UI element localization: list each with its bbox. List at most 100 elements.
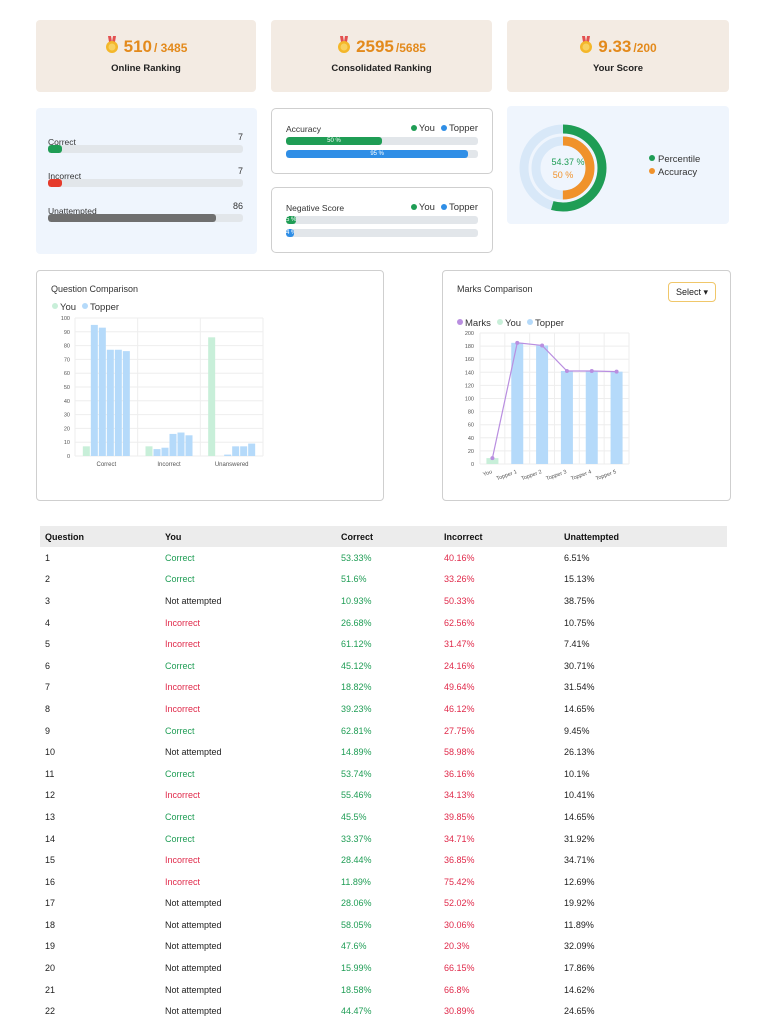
online-rank-value: 510 [123, 37, 152, 56]
table-cell: 31.54% [564, 682, 595, 693]
incorrect-label: Incorrect [48, 171, 82, 181]
table-cell: 45.5% [341, 811, 367, 822]
table-cell: Correct [165, 833, 195, 844]
table-cell: 24.16% [444, 660, 475, 671]
bar-topper [161, 447, 169, 456]
table-row: 16 Incorrect 11.89% 75.42% 12.69% [40, 871, 727, 893]
table-cell: 19 [45, 941, 56, 952]
table-cell: 34.71% [444, 833, 475, 844]
table-row: 15 Incorrect 28.44% 36.85% 34.71% [40, 849, 727, 871]
table-header: Question You Correct Incorrect Unattempted [40, 526, 727, 547]
score-label: Your Score [593, 63, 643, 74]
y-tick-label: 10 [64, 440, 70, 446]
incorrect-count: 7 [237, 166, 243, 176]
accuracy-ring [531, 136, 595, 200]
bar-topper [177, 432, 185, 456]
table-cell: Not attempted [165, 919, 222, 930]
table-cell: 34.71% [564, 855, 595, 866]
table-cell: 20 [45, 963, 56, 974]
medal-icon [105, 36, 119, 54]
table-cell: 36.16% [444, 768, 475, 779]
table-cell: 32.09% [564, 941, 595, 952]
table-row: 18 Not attempted 58.05% 30.06% 11.89% [40, 914, 727, 936]
table-cell: 49.64% [444, 682, 475, 693]
table-cell: 62.81% [341, 725, 372, 736]
table-cell: 44.47% [341, 1006, 372, 1017]
marks-comparison-chart: Marks You Topper 0 20 40 60 80 100 120 140 160 180 20… [457, 318, 630, 482]
table-cell: Incorrect [165, 617, 201, 628]
table-cell: 55.46% [341, 790, 372, 801]
table-cell: 33.37% [341, 833, 372, 844]
table-cell: Correct [165, 811, 195, 822]
x-tick-label: Incorrect [157, 462, 181, 468]
table-cell: Not attempted [165, 984, 222, 995]
consolidated-rank-total: /5685 [395, 41, 426, 55]
table-cell: 66.8% [444, 984, 470, 995]
online-rank-total: / 3485 [154, 41, 188, 55]
bar-topper [169, 433, 177, 456]
online-ranking-card: 510 / 3485 Online Ranking [36, 20, 256, 92]
table-cell: 18.82% [341, 682, 372, 693]
table-cell: Incorrect [165, 790, 201, 801]
table-cell: Incorrect [165, 855, 201, 866]
legend-topper-swatch [527, 319, 533, 325]
incorrect-bar [48, 179, 62, 187]
table-cell: 17 [45, 898, 56, 909]
attempt-summary-panel: Correct 7 Incorrect 7 Unattempted 86 [36, 108, 257, 254]
table-cell: 20.3% [444, 941, 470, 952]
table-cell: 14.62% [564, 984, 595, 995]
table-cell: Not attempted [165, 898, 222, 909]
legend-topper-swatch [82, 303, 88, 309]
table-cell: Incorrect [165, 703, 201, 714]
table-cell: 15 [45, 855, 56, 866]
table-cell: 11.89% [341, 876, 371, 887]
table-cell: 26.13% [564, 747, 595, 758]
y-tick-label: 80 [468, 410, 474, 416]
bar-topper [248, 443, 256, 456]
marks-comparison-card: Marks Comparison Select ▾ Marks You Topper… [442, 270, 731, 501]
table-cell: 18 [45, 919, 56, 930]
select-dropdown[interactable]: Select ▾ [668, 282, 716, 302]
accuracy-value: 50 % [553, 170, 574, 180]
table-row: 6 Correct 45.12% 24.16% 30.71% [40, 655, 727, 677]
question-comparison-chart: You Topper 0 10 20 30 40 50 60 70 80 90 100 Correct In… [52, 302, 264, 468]
table-row: 8 Incorrect 39.23% 46.12% 14.65% [40, 698, 727, 720]
table-cell: 13 [45, 811, 56, 822]
accuracy-panel: Accuracy You Topper 50 % 95 % [271, 108, 493, 174]
accuracy-you-bar: 50 % [286, 137, 382, 145]
marks-point [515, 340, 520, 345]
score-total: /200 [633, 41, 657, 55]
bar-topper [536, 345, 549, 464]
table-cell: 30.89% [444, 1006, 475, 1017]
table-row: 19 Not attempted 47.6% 20.3% 32.09% [40, 936, 727, 958]
percentile-donut: 54.37 % 50 % Percentile Accuracy [519, 124, 700, 212]
medal-icon [579, 36, 593, 54]
question-comparison-title: Question Comparison [51, 284, 139, 294]
legend-accuracy: Accuracy [658, 167, 697, 178]
table-cell: 7.41% [564, 639, 590, 650]
table-cell: 21 [45, 984, 56, 995]
x-tick-label: Correct [96, 462, 116, 468]
marks-point [490, 456, 495, 461]
y-tick-label: 200 [465, 331, 474, 337]
table-cell: 34.13% [444, 790, 475, 801]
bar-you [82, 446, 90, 456]
accuracy-legend: You Topper [410, 123, 478, 134]
y-tick-label: 140 [465, 370, 474, 376]
table-cell: 61.12% [341, 639, 372, 650]
table-cell: 10.75% [564, 617, 595, 628]
x-tick-label: Topper 2 [521, 469, 543, 482]
caret-down-icon: ▾ [703, 287, 709, 297]
table-cell: Not attempted [165, 747, 222, 758]
marks-point [540, 343, 545, 348]
question-comparison-card: Question Comparison You Topper 0 10 20 30 40 50… [36, 270, 384, 501]
table-cell: 38.75% [564, 595, 595, 606]
table-cell: 15.99% [341, 963, 372, 974]
table-cell: 18.58% [341, 984, 372, 995]
marks-line [491, 342, 617, 459]
y-tick-label: 100 [61, 316, 70, 322]
table-cell: 9 [45, 725, 51, 736]
table-cell: 14 [45, 833, 56, 844]
y-tick-label: 20 [64, 426, 70, 432]
legend-you: You [505, 318, 521, 329]
